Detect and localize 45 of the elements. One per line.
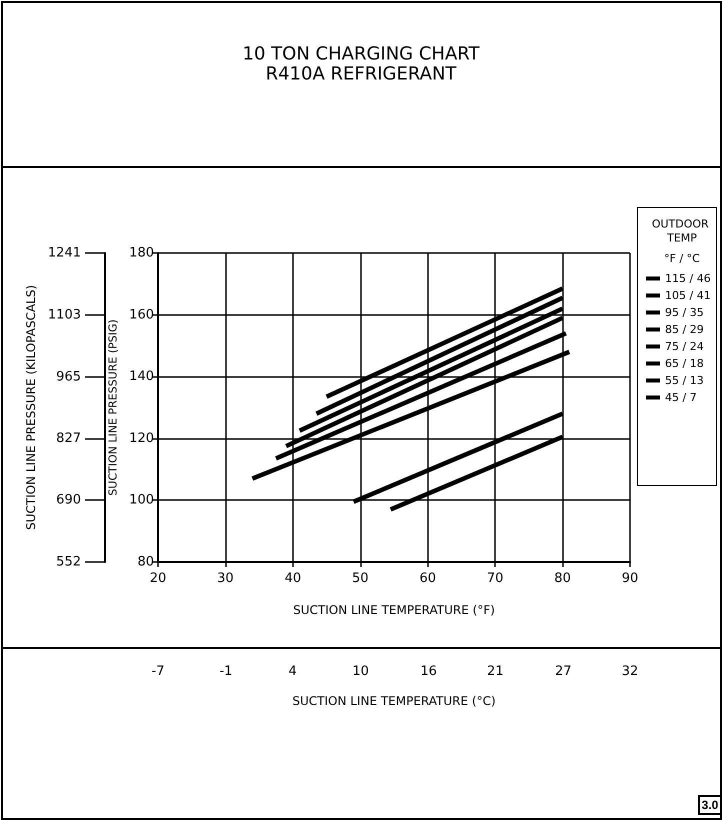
y-tick-label: 160 [129,307,154,322]
x2-tick-label: -7 [152,664,164,679]
text: 3.0 [698,795,722,815]
y2-tick-label: 965 [56,369,81,384]
x2-tick-label: 16 [420,664,437,679]
y-axis-title: SUCTION LINE PRESSURE (PSIG) [106,319,120,496]
legend-label: 45 / 7 [665,391,697,404]
chart-subtitle: R410A REFRIGERANT [266,64,458,84]
y2-tick-label: 1241 [48,246,81,260]
y-tick-label: 120 [129,430,154,446]
y2-tick-label: 1103 [48,307,81,322]
x-tick-label: 40 [284,571,302,586]
legend-label: 115 / 46 [665,272,711,285]
x2-tick-label: 32 [622,664,638,679]
x-tick-label: 80 [554,571,571,586]
y2-tick-label: 552 [56,554,81,570]
x-tick-label: 90 [622,571,638,586]
legend-label: 55 / 13 [665,374,704,387]
legend-label: 85 / 29 [665,323,704,336]
x2-tick-label: 10 [352,664,369,679]
legend-label: 75 / 24 [665,340,704,353]
x-tick-label: 50 [352,571,369,586]
y2-tick-label: 827 [56,431,81,446]
x-tick-label: 70 [486,571,504,586]
x-tick-label: 30 [217,571,234,586]
x-axis-title: SUCTION LINE TEMPERATURE (°F) [293,603,495,617]
y-tick-label: 180 [129,246,154,260]
x2-tick-label: 27 [554,664,572,679]
y-tick-label: 80 [137,554,154,570]
legend-label: 95 / 35 [665,306,704,319]
y-tick-label: 100 [129,492,154,508]
legend-title: OUTDOOR TEMP [652,218,712,244]
x2-tick-label: 4 [288,664,297,679]
x2-tick-label: -1 [219,664,232,679]
legend-label: 105 / 41 [665,289,711,302]
x-tick-label: 20 [150,571,166,586]
legend-label: 65 / 18 [665,357,704,370]
y-tick-label: 140 [129,369,154,384]
y2-tick-label: 690 [56,492,81,508]
chart-title: 10 TON CHARGING CHART [242,44,480,64]
y2-axis-title: SUCTION LINE PRESSURE (KILOPASCALS) [24,284,38,530]
x-tick-label: 60 [419,571,436,586]
x2-tick-label: 21 [487,664,504,679]
x2-axis-title: SUCTION LINE TEMPERATURE (°C) [292,694,496,708]
text: °F / °C [664,252,700,265]
